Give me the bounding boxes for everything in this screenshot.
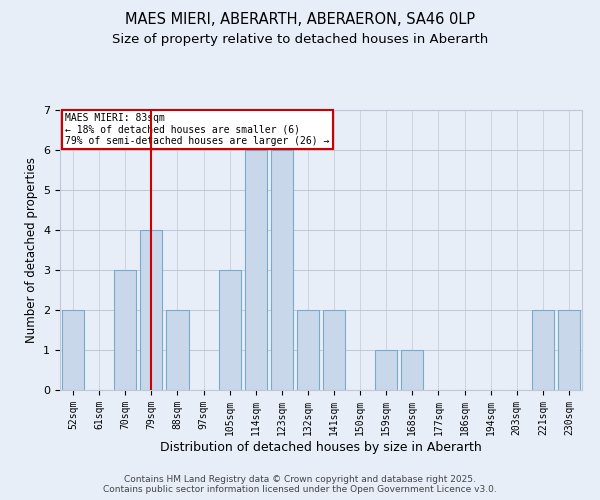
Bar [375, 350, 397, 390]
Bar [218, 270, 241, 390]
Text: MAES MIERI: 83sqm
← 18% of detached houses are smaller (6)
79% of semi-detached : MAES MIERI: 83sqm ← 18% of detached hous… [65, 113, 329, 146]
Bar [401, 350, 424, 390]
Bar [166, 310, 188, 390]
Text: Size of property relative to detached houses in Aberarth: Size of property relative to detached ho… [112, 32, 488, 46]
X-axis label: Distribution of detached houses by size in Aberarth: Distribution of detached houses by size … [160, 440, 482, 454]
Bar [62, 310, 84, 390]
Y-axis label: Number of detached properties: Number of detached properties [25, 157, 38, 343]
Text: MAES MIERI, ABERARTH, ABERAERON, SA46 0LP: MAES MIERI, ABERARTH, ABERAERON, SA46 0L… [125, 12, 475, 28]
Text: Contains HM Land Registry data © Crown copyright and database right 2025.
Contai: Contains HM Land Registry data © Crown c… [103, 474, 497, 494]
Bar [297, 310, 319, 390]
Bar [114, 270, 136, 390]
Bar [245, 150, 267, 390]
Bar [532, 310, 554, 390]
Bar [558, 310, 580, 390]
Bar [323, 310, 345, 390]
Bar [140, 230, 163, 390]
Bar [271, 150, 293, 390]
